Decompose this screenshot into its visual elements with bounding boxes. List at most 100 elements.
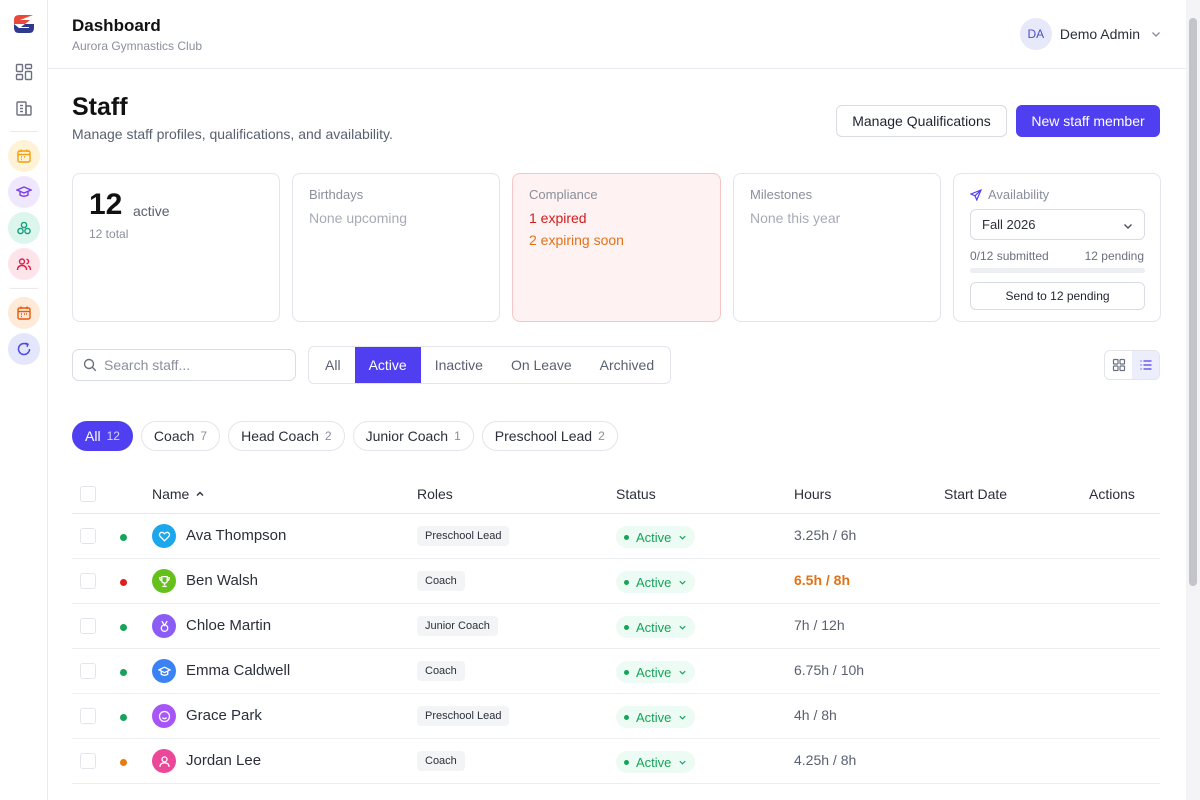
staff-avatar bbox=[152, 749, 176, 773]
list-view-button[interactable] bbox=[1132, 351, 1159, 379]
new-staff-member-button[interactable]: New staff member bbox=[1016, 105, 1160, 137]
search-input[interactable] bbox=[104, 357, 284, 373]
avatar: DA bbox=[1019, 18, 1052, 50]
send-availability-button[interactable]: Send to 12 pending bbox=[970, 282, 1145, 310]
scrollbar-thumb[interactable] bbox=[1189, 18, 1197, 586]
availability-submitted: 0/12 submitted bbox=[970, 249, 1049, 263]
view-toggle bbox=[1104, 350, 1160, 380]
table-row[interactable]: Grace Park Preschool Lead Active 4h / 8h bbox=[72, 694, 1160, 739]
row-checkbox[interactable] bbox=[80, 618, 96, 634]
staff-name[interactable]: Grace Park bbox=[186, 707, 262, 724]
table-row[interactable]: Ava Thompson Preschool Lead Active 3.25h / … bbox=[72, 514, 1160, 559]
tab-active[interactable]: Active bbox=[354, 347, 421, 383]
scrollbar[interactable] bbox=[1186, 0, 1200, 800]
row-checkbox[interactable] bbox=[80, 753, 96, 769]
manage-qualifications-button[interactable]: Manage Qualifications bbox=[836, 105, 1007, 137]
search-box[interactable] bbox=[72, 349, 296, 381]
role-chip-head-coach[interactable]: Head Coach 2 bbox=[228, 421, 345, 451]
role-chip-label: All bbox=[85, 428, 101, 444]
availability-dot bbox=[120, 714, 127, 721]
tab-all[interactable]: All bbox=[325, 357, 341, 373]
staff-name[interactable]: Ben Walsh bbox=[186, 572, 258, 589]
table-row[interactable]: Emma Caldwell Coach Active 6.75h / 10h bbox=[72, 649, 1160, 694]
medal-icon bbox=[160, 620, 168, 632]
milestones-card: Milestones None this year bbox=[733, 173, 941, 322]
role-chip-count: 1 bbox=[454, 429, 461, 443]
refresh-icon bbox=[17, 342, 31, 356]
active-count: 12 bbox=[89, 188, 123, 221]
status-label: Active bbox=[636, 619, 672, 635]
user-menu[interactable]: DA Demo Admin bbox=[1019, 18, 1162, 50]
sidebar-item-calendar[interactable] bbox=[8, 297, 40, 329]
column-name-header[interactable]: Name bbox=[152, 486, 205, 502]
staff-name[interactable]: Jordan Lee bbox=[186, 752, 262, 769]
milestones-value: None this year bbox=[750, 210, 841, 226]
role-chip-label: Junior Coach bbox=[365, 428, 449, 444]
column-roles-header[interactable]: Roles bbox=[417, 486, 453, 502]
calendar-icon bbox=[17, 149, 31, 163]
role-chip-label: Preschool Lead bbox=[494, 428, 593, 444]
list-icon bbox=[1140, 360, 1151, 370]
row-checkbox[interactable] bbox=[80, 528, 96, 544]
status-label: Active bbox=[636, 754, 672, 770]
status-dropdown[interactable]: Active bbox=[616, 571, 696, 593]
select-all-checkbox[interactable] bbox=[80, 486, 96, 502]
row-checkbox[interactable] bbox=[80, 708, 96, 724]
role-chip-count: 12 bbox=[106, 429, 120, 443]
staff-avatar bbox=[152, 659, 176, 683]
row-checkbox[interactable] bbox=[80, 573, 96, 589]
row-checkbox[interactable] bbox=[80, 663, 96, 679]
tab-archived[interactable]: Archived bbox=[599, 357, 655, 373]
status-label: Active bbox=[636, 664, 672, 680]
tab-on-leave[interactable]: On Leave bbox=[510, 357, 572, 373]
availability-progress-bar bbox=[970, 268, 1145, 273]
sidebar-item-sync[interactable] bbox=[8, 333, 40, 365]
status-label: Active bbox=[636, 529, 672, 545]
status-dot bbox=[624, 759, 629, 765]
compliance-card[interactable]: Compliance 1 expired 2 expiring soon bbox=[512, 173, 721, 322]
grid-icon bbox=[15, 63, 33, 81]
status-dropdown[interactable]: Active bbox=[616, 616, 696, 638]
role-chip-count: 7 bbox=[200, 429, 208, 443]
role-chip-label: Coach bbox=[153, 428, 195, 444]
tab-inactive[interactable]: Inactive bbox=[434, 357, 483, 373]
role-chip-preschool-lead[interactable]: Preschool Lead 2 bbox=[481, 421, 618, 451]
role-badge: Preschool Lead bbox=[417, 706, 510, 726]
availability-pending: 12 pending bbox=[1084, 249, 1144, 263]
status-dot bbox=[624, 714, 629, 720]
grid-icon bbox=[1112, 358, 1125, 372]
grid-view-button[interactable] bbox=[1105, 351, 1132, 379]
sidebar-item-staff[interactable] bbox=[8, 248, 40, 280]
network-icon bbox=[17, 221, 31, 235]
table-row[interactable]: Chloe Martin Junior Coach Active 7h / 12h bbox=[72, 604, 1160, 649]
role-chip-coach[interactable]: Coach 7 bbox=[140, 421, 221, 451]
sidebar-item-dashboard[interactable] bbox=[8, 56, 40, 88]
sidebar-item-schedule[interactable] bbox=[8, 140, 40, 172]
sidebar-item-facilities[interactable] bbox=[8, 92, 40, 124]
column-status-header[interactable]: Status bbox=[616, 486, 656, 502]
chevron-down-icon bbox=[679, 535, 687, 540]
column-hours-header[interactable]: Hours bbox=[794, 486, 832, 502]
status-dropdown[interactable]: Active bbox=[616, 751, 696, 773]
role-chip-junior-coach[interactable]: Junior Coach 1 bbox=[352, 421, 474, 451]
compliance-expired: 1 expired bbox=[529, 210, 587, 226]
staff-name[interactable]: Ava Thompson bbox=[186, 527, 287, 544]
staff-name[interactable]: Chloe Martin bbox=[186, 617, 272, 634]
active-staff-card: 12 active 12 total bbox=[72, 173, 280, 322]
column-start-date-header[interactable]: Start Date bbox=[944, 486, 1008, 502]
staff-name[interactable]: Emma Caldwell bbox=[186, 662, 291, 679]
status-dropdown[interactable]: Active bbox=[616, 661, 696, 683]
chevron-down-icon bbox=[1124, 224, 1132, 229]
sidebar-item-classes[interactable] bbox=[8, 176, 40, 208]
table-row[interactable]: Jordan Lee Coach Active 4.25h / 8h bbox=[72, 739, 1160, 784]
role-badge: Coach bbox=[417, 751, 465, 771]
sidebar-item-groups[interactable] bbox=[8, 212, 40, 244]
heart-icon bbox=[158, 531, 170, 542]
term-select[interactable]: Fall 2026 bbox=[970, 209, 1145, 240]
table-row[interactable]: Ben Walsh Coach Active 6.5h / 8h bbox=[72, 559, 1160, 604]
status-dropdown[interactable]: Active bbox=[616, 706, 696, 728]
role-chip-all[interactable]: All 12 bbox=[72, 421, 133, 451]
app-logo[interactable] bbox=[11, 11, 37, 37]
status-dropdown[interactable]: Active bbox=[616, 526, 696, 548]
status-tabs: All Active Inactive On Leave Archived bbox=[308, 346, 672, 384]
